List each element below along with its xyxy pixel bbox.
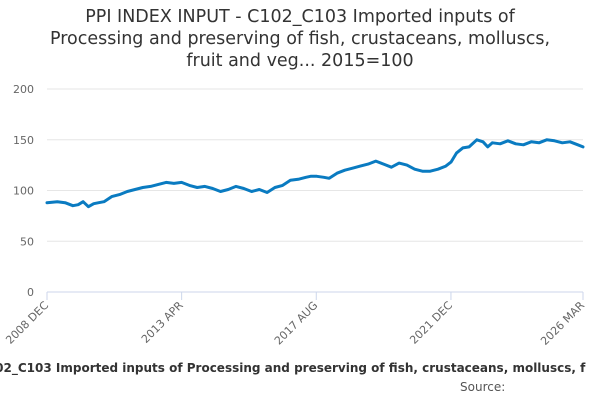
data-point[interactable] [323,177,325,179]
data-point[interactable] [134,189,136,191]
line-chart: 0 50 100 150 200 2008 DEC 2013 APR 2017 AUG 202… [0,0,600,400]
data-point[interactable] [259,189,261,191]
data-point[interactable] [530,141,532,143]
data-point[interactable] [562,142,564,144]
x-tick-label: 2008 DEC [3,299,51,347]
data-point[interactable] [93,203,95,205]
data-point[interactable] [189,185,191,187]
data-point[interactable] [499,143,501,145]
data-point[interactable] [487,146,489,148]
data-point[interactable] [569,141,571,143]
data-point[interactable] [310,176,312,178]
x-axis-ticks: 2008 DEC 2013 APR 2017 AUG 2021 DEC 2026 MAR [3,292,587,348]
data-point[interactable] [266,192,268,194]
data-point[interactable] [328,178,330,180]
y-tick-label: 100 [13,185,34,198]
data-point[interactable] [515,143,517,145]
data-point[interactable] [316,176,318,178]
data-point[interactable] [142,187,144,189]
data-point[interactable] [212,188,214,190]
y-tick-label: 0 [27,286,34,299]
data-point[interactable] [64,202,66,204]
x-tick-label: 2017 AUG [272,299,321,348]
x-tick-label: 2021 DEC [407,299,455,347]
data-point[interactable] [445,165,447,167]
data-point[interactable] [383,163,385,165]
data-point[interactable] [181,182,183,184]
data-point[interactable] [414,168,416,170]
data-point[interactable] [336,172,338,174]
data-point[interactable] [290,180,292,182]
data-point[interactable] [375,160,377,162]
data-point[interactable] [98,202,100,204]
series-line[interactable] [47,140,583,207]
data-point[interactable] [72,205,74,207]
data-point[interactable] [507,140,509,142]
data-point[interactable] [111,196,113,198]
x-tick-label: 2026 MAR [538,299,587,348]
data-point[interactable] [88,206,90,208]
data-point[interactable] [103,201,105,203]
data-point[interactable] [158,184,160,186]
legend[interactable]: C102_C103 Imported inputs of Processing … [0,361,600,377]
data-point[interactable] [462,147,464,149]
data-point[interactable] [165,182,167,184]
data-point[interactable] [554,140,556,142]
data-point[interactable] [538,142,540,144]
data-point[interactable] [352,167,354,169]
data-point[interactable] [173,183,175,185]
data-point[interactable] [220,191,222,193]
data-point[interactable] [398,162,400,164]
data-point[interactable] [243,188,245,190]
y-tick-label: 50 [20,235,34,248]
data-point[interactable] [546,139,548,141]
data-point[interactable] [82,201,84,203]
data-point[interactable] [119,194,121,196]
data-point[interactable] [344,169,346,171]
data-point[interactable] [429,170,431,172]
source-credit: Source: [460,380,596,396]
data-point[interactable] [391,166,393,168]
data-point[interactable] [367,163,369,165]
y-tick-label: 200 [13,83,34,96]
data-point[interactable] [437,168,439,170]
y-axis-ticks: 0 50 100 150 200 [13,83,34,299]
data-point[interactable] [582,146,584,148]
data-point[interactable] [204,186,206,188]
data-point[interactable] [305,177,307,179]
data-point[interactable] [297,179,299,181]
data-point[interactable] [282,185,284,187]
data-point[interactable] [492,142,494,144]
y-tick-label: 150 [13,134,34,147]
data-point[interactable] [150,186,152,188]
data-point[interactable] [77,204,79,206]
data-point[interactable] [476,139,478,141]
data-point[interactable] [227,189,229,191]
data-point[interactable] [196,187,198,189]
data-point[interactable] [468,146,470,148]
x-tick-label: 2013 APR [139,299,186,346]
data-point[interactable] [127,191,129,193]
data-point[interactable] [422,170,424,172]
gridlines [47,89,583,241]
data-point[interactable] [456,152,458,154]
data-point[interactable] [406,164,408,166]
series-group [46,139,584,208]
data-point[interactable] [46,202,48,204]
data-point[interactable] [274,187,276,189]
data-point[interactable] [360,165,362,167]
data-point[interactable] [577,144,579,146]
data-point[interactable] [523,144,525,146]
data-point[interactable] [482,141,484,143]
legend-item-label[interactable]: C102_C103 Imported inputs of Processing … [0,361,585,375]
data-point[interactable] [235,186,237,188]
data-point[interactable] [450,161,452,163]
data-point[interactable] [251,191,253,193]
data-point[interactable] [57,201,59,203]
